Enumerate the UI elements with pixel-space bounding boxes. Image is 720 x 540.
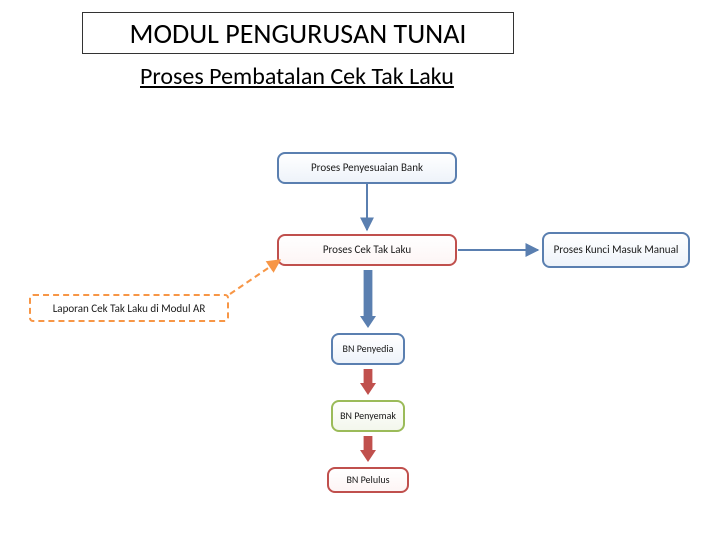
node-label: Proses Penyesuaian Bank (311, 162, 423, 175)
module-title-box: MODUL PENGURUSAN TUNAI (82, 12, 514, 54)
node-label: BN Penyedia (343, 343, 394, 355)
module-title: MODUL PENGURUSAN TUNAI (130, 16, 467, 51)
node-proses-penyesuaian-bank: Proses Penyesuaian Bank (277, 152, 457, 184)
node-label: Proses Cek Tak Laku (323, 244, 411, 257)
annotation-laporan-ar: Laporan Cek Tak Laku di Modul AR (29, 294, 229, 322)
node-label: Proses Kunci Masuk Manual (554, 244, 679, 257)
node-proses-cek-tak-laku: Proses Cek Tak Laku (277, 234, 457, 266)
annotation-label: Laporan Cek Tak Laku di Modul AR (53, 302, 206, 315)
page-subtitle: Proses Pembatalan Cek Tak Laku (140, 62, 454, 91)
node-label: BN Penyemak (340, 410, 396, 422)
node-bn-penyedia: BN Penyedia (331, 333, 405, 365)
node-label: BN Pelulus (346, 474, 389, 486)
node-proses-kunci-masuk-manual: Proses Kunci Masuk Manual (542, 232, 690, 268)
node-bn-penyemak: BN Penyemak (331, 400, 405, 432)
node-bn-pelulus: BN Pelulus (327, 467, 409, 493)
